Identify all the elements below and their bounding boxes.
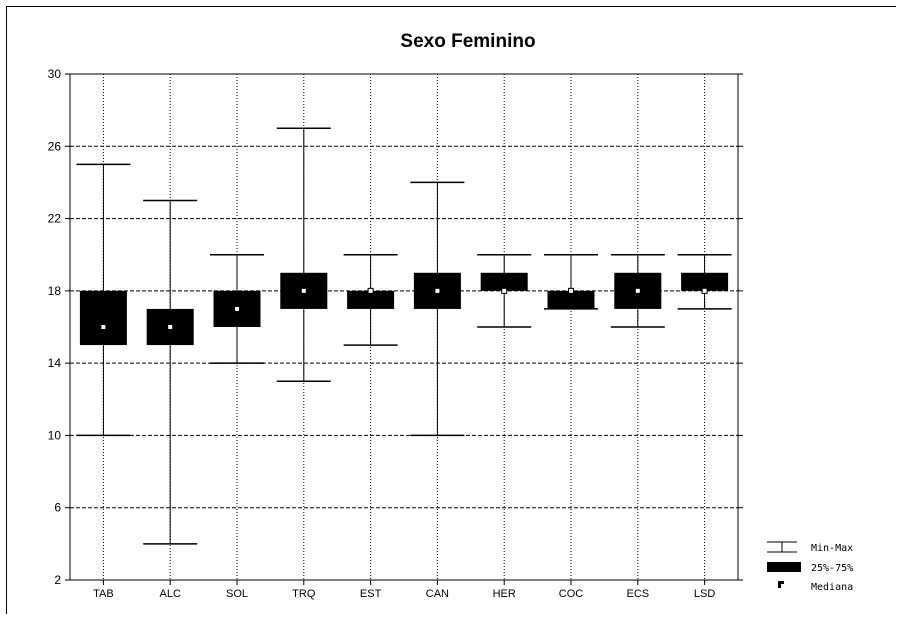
median-marker (635, 288, 640, 293)
x-tick-label: HER (493, 588, 516, 600)
median-marker (235, 306, 239, 311)
box-coc (544, 253, 598, 310)
x-tick-label: TAB (93, 588, 114, 600)
median-marker (368, 288, 373, 293)
box-sol (210, 253, 264, 364)
x-tick-label: ALC (159, 588, 180, 600)
median-marker (502, 288, 507, 293)
box-est (343, 253, 398, 346)
iqr-box (347, 290, 395, 309)
legend: Min-Max 25%-75% Mediana (767, 541, 853, 593)
iqr-box (681, 272, 729, 291)
box-alc (143, 199, 198, 545)
iqr-box (79, 290, 127, 346)
y-tick-label: 22 (48, 212, 62, 226)
box-tab (76, 163, 131, 437)
legend-minmax-label: Min-Max (811, 543, 853, 554)
median-marker (168, 325, 173, 329)
plot-border (69, 73, 739, 581)
iqr-box (547, 290, 595, 309)
median-marker (435, 288, 440, 293)
box-trq (276, 127, 331, 382)
y-tick-label: 2 (54, 573, 61, 587)
box-lsd (677, 253, 732, 310)
median-marker (101, 325, 106, 329)
iqr-box (480, 272, 528, 291)
median-marker (301, 288, 306, 293)
box-can (410, 181, 465, 437)
median-marker (702, 288, 707, 293)
chart-frame (6, 6, 896, 614)
box-ecs (610, 253, 665, 328)
chart-title: Sexo Feminino (400, 31, 535, 52)
legend-iqr-label: 25%-75% (811, 563, 853, 574)
median-marker (569, 288, 573, 293)
legend-median-icon (778, 581, 784, 588)
x-tick-label: EST (360, 588, 382, 600)
y-tick-label: 6 (54, 501, 61, 515)
legend-median-label: Mediana (811, 582, 853, 593)
x-tick-label: CAN (426, 588, 449, 600)
legend-iqr-icon (767, 562, 801, 572)
y-tick-label: 10 (48, 428, 62, 442)
y-tick-label: 14 (48, 356, 62, 370)
x-tick-label: SOL (226, 588, 248, 600)
legend-minmax-icon (767, 541, 797, 553)
box-her (477, 253, 532, 328)
x-tick-label: ECS (626, 588, 649, 600)
plot-area (76, 127, 732, 545)
y-tick-label: 26 (48, 139, 62, 153)
y-tick-label: 30 (48, 67, 62, 81)
x-tick-label: COC (559, 588, 584, 600)
x-tick-label: LSD (694, 588, 715, 600)
x-tick-label: TRQ (292, 588, 316, 600)
y-tick-label: 18 (48, 284, 62, 298)
